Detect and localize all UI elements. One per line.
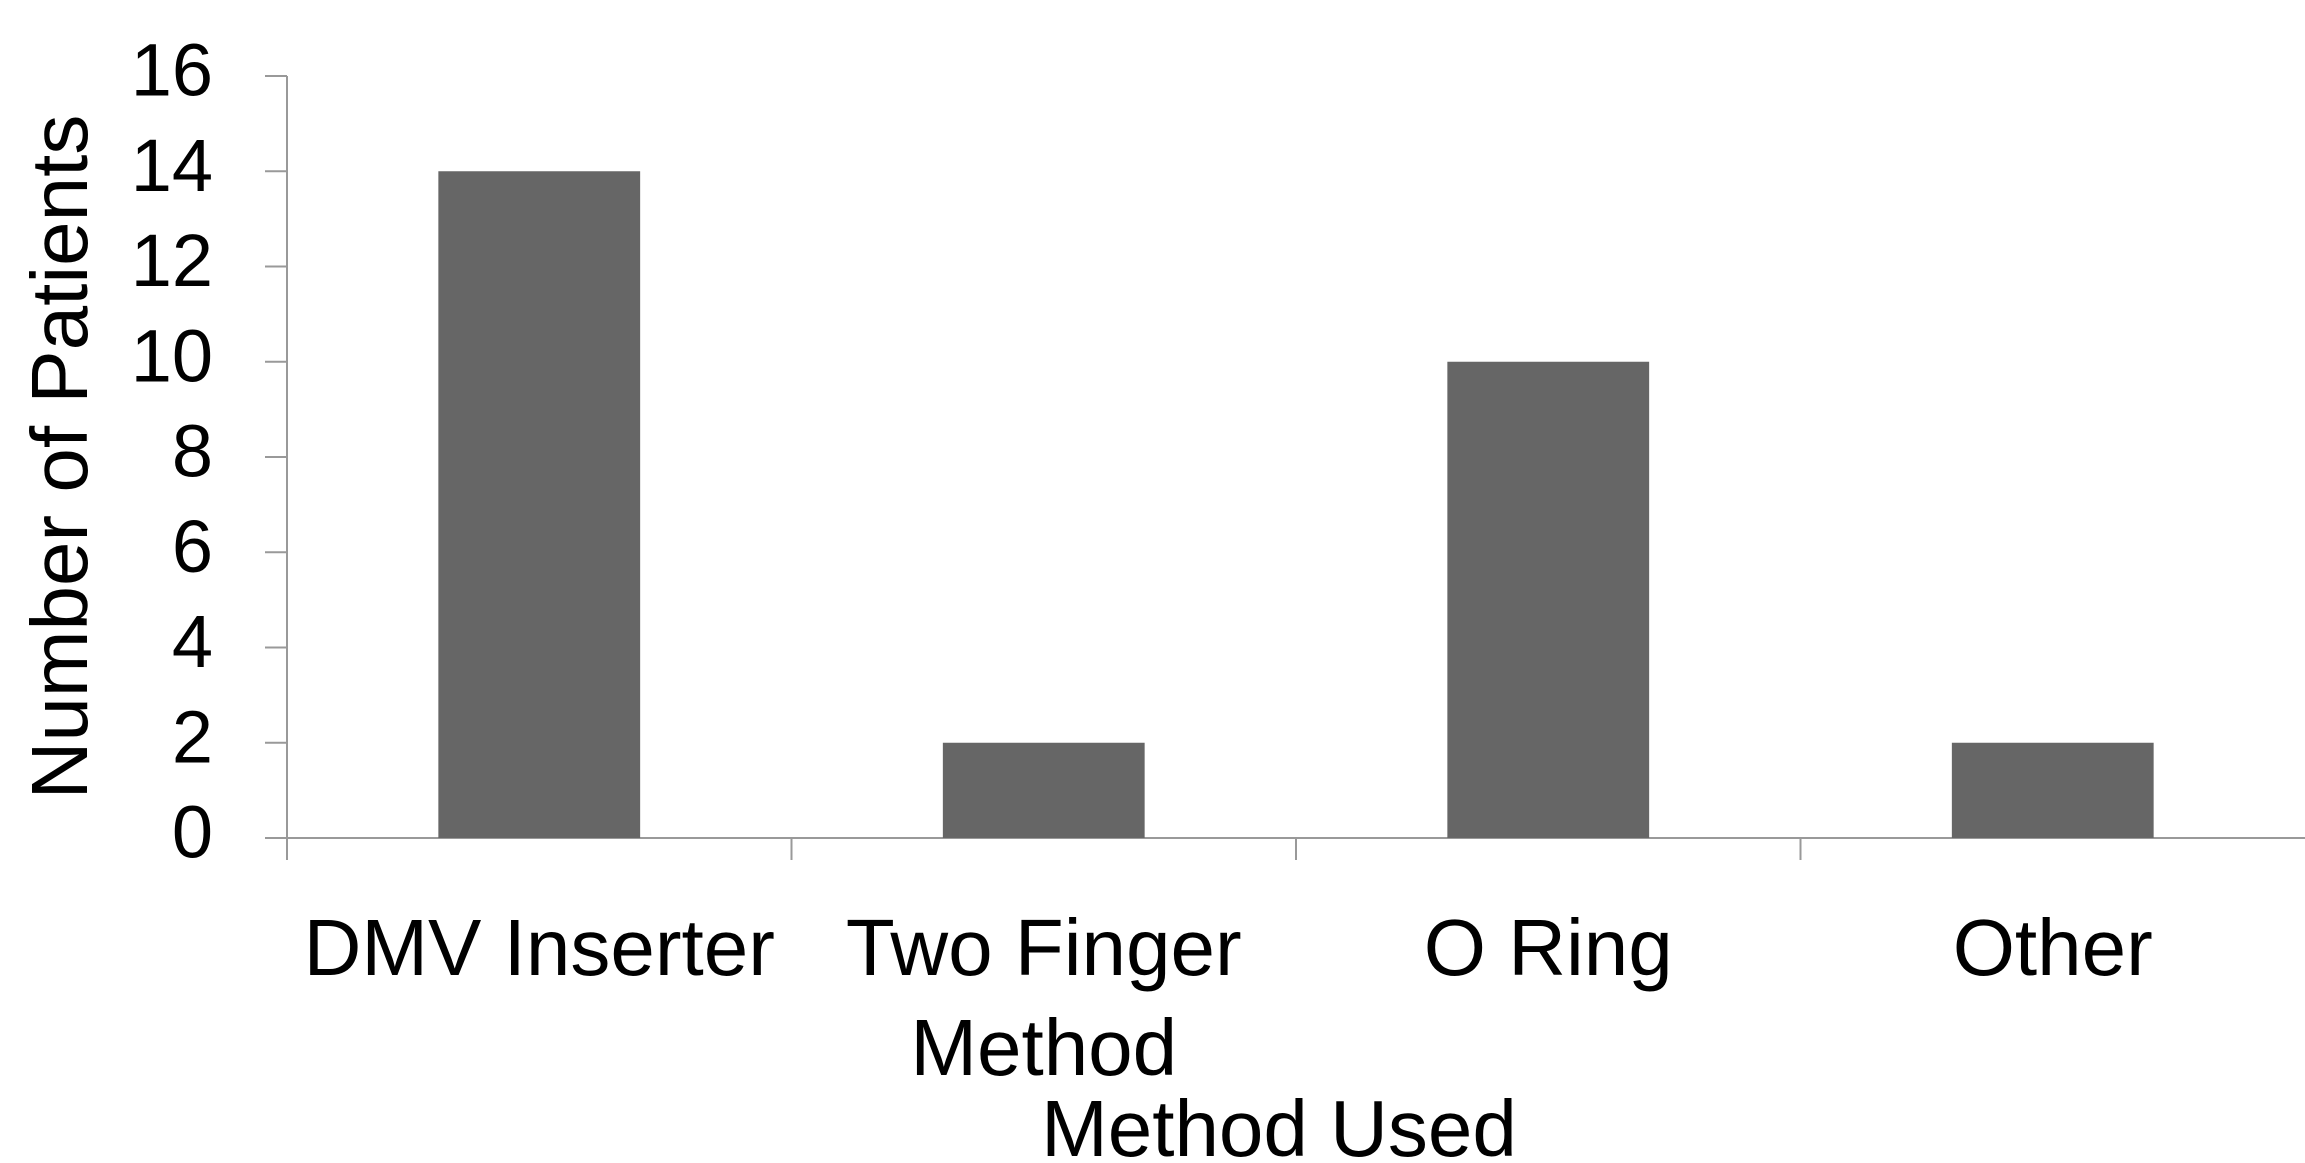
- bar: [942, 742, 1145, 838]
- y-tick-label: 4: [172, 600, 213, 683]
- bar: [1447, 361, 1650, 838]
- bar: [438, 171, 641, 838]
- x-tick-label: DMV Inserter: [303, 903, 775, 992]
- y-tick-label: 2: [172, 695, 213, 778]
- y-tick-label: 16: [131, 29, 213, 112]
- y-tick-label: 10: [131, 314, 213, 397]
- y-tick-label: 8: [172, 410, 213, 493]
- bar: [1951, 742, 2154, 838]
- y-tick-label: 14: [131, 124, 213, 207]
- y-axis-label: Number of Patients: [15, 115, 104, 800]
- x-axis-label: Method Used: [1041, 1084, 1517, 1163]
- x-tick-label: Two Finger Method: [845, 903, 1242, 1092]
- y-tick-label: 6: [172, 505, 213, 588]
- y-tick-label: 12: [131, 219, 213, 302]
- x-tick-label: O Ring: [1423, 903, 1673, 992]
- x-tick-label: Other: [1952, 903, 2153, 992]
- y-tick-label: 0: [172, 791, 213, 874]
